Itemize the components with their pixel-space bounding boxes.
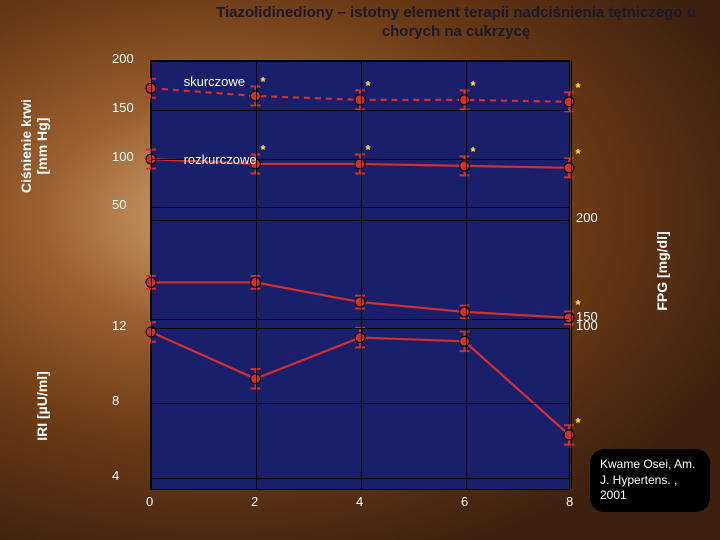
significance-star: * xyxy=(365,78,370,93)
series-label: rozkurczowe xyxy=(184,152,257,167)
y-tick-label: 200 xyxy=(576,210,598,225)
grid-h xyxy=(151,110,569,111)
y-tick-label: 50 xyxy=(112,197,126,212)
x-tick-label: 0 xyxy=(146,494,153,509)
citation-box: Kwame Osei, Am. J. Hypertens. , 2001 xyxy=(590,449,710,512)
grid-h xyxy=(151,328,569,329)
significance-star: * xyxy=(575,297,580,312)
x-tick-label: 6 xyxy=(461,494,468,509)
significance-star: * xyxy=(470,78,475,93)
x-tick-label: 4 xyxy=(356,494,363,509)
grid-v xyxy=(361,61,362,489)
grid-v xyxy=(466,61,467,489)
grid-h xyxy=(151,319,569,320)
y-tick-label: 200 xyxy=(112,51,134,66)
significance-star: * xyxy=(575,146,580,161)
axis-label: Ciśnienie krwi[mm Hg] xyxy=(18,66,50,226)
significance-star: * xyxy=(260,142,265,157)
grid-v xyxy=(151,61,152,489)
y-tick-label: 150 xyxy=(112,100,134,115)
grid-h xyxy=(151,220,569,221)
significance-star: * xyxy=(260,74,265,89)
series-label: skurczowe xyxy=(184,74,245,89)
significance-star: * xyxy=(575,415,580,430)
y-tick-label: 4 xyxy=(112,468,119,483)
y-tick-label: 100 xyxy=(576,318,598,333)
grid-h xyxy=(151,61,569,62)
x-tick-label: 8 xyxy=(566,494,573,509)
y-tick-label: 12 xyxy=(112,318,126,333)
grid-h xyxy=(151,478,569,479)
page-title: Tiazolidinediony – istotny element terap… xyxy=(200,4,712,42)
y-tick-label: 8 xyxy=(112,393,119,408)
significance-star: * xyxy=(365,142,370,157)
grid-v xyxy=(256,61,257,489)
x-tick-label: 2 xyxy=(251,494,258,509)
grid-v xyxy=(571,61,572,489)
plot-svg xyxy=(151,61,569,489)
axis-label: IRI [µU/ml] xyxy=(34,326,50,486)
y-tick-label: 100 xyxy=(112,149,134,164)
grid-h xyxy=(151,403,569,404)
grid-h xyxy=(151,207,569,208)
chart-area xyxy=(150,60,570,490)
significance-star: * xyxy=(470,144,475,159)
axis-label: FPG [mg/dl] xyxy=(654,201,670,341)
significance-star: * xyxy=(575,80,580,95)
